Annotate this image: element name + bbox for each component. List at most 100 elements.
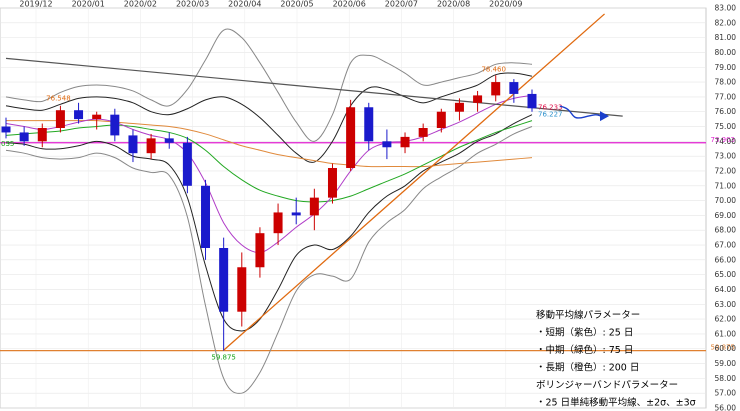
price-annotation: 76.233 xyxy=(538,103,563,111)
candles xyxy=(1,75,537,351)
candle xyxy=(418,123,428,142)
candle xyxy=(382,129,392,160)
candle xyxy=(55,105,65,133)
candle-body xyxy=(37,128,47,142)
plot-area xyxy=(0,7,707,409)
forecast-arrowhead xyxy=(600,111,609,122)
x-tick-label: 2020/02 xyxy=(124,0,157,9)
x-tick-label: 2020/03 xyxy=(176,0,209,9)
candle-body xyxy=(418,128,428,137)
band-upper-3sigma xyxy=(5,28,533,142)
price-annotation: 76.548 xyxy=(46,95,71,103)
price-annotation: 59.875 xyxy=(711,344,736,352)
candle xyxy=(92,111,102,130)
left-edge-label: 035 xyxy=(1,140,14,148)
price-annotation: 76.227 xyxy=(538,110,563,118)
y-tick-label: 58.00 xyxy=(715,374,737,383)
candle-body xyxy=(309,197,319,216)
x-tick-label: 2020/08 xyxy=(437,0,470,9)
x-tick-label: 2020/06 xyxy=(333,0,366,9)
candle-body xyxy=(201,185,211,248)
candle xyxy=(182,136,192,194)
candle-body xyxy=(182,142,192,186)
parameter-notes: 移動平均線パラメーター・短期（紫色）: 25 日・中期（緑色）: 75 日・長期… xyxy=(536,309,696,409)
y-tick-label: 80.00 xyxy=(715,48,737,57)
y-tick-label: 77.00 xyxy=(715,92,737,101)
candle xyxy=(364,102,374,151)
y-tick-label: 75.00 xyxy=(715,122,737,131)
candle xyxy=(309,188,319,231)
parameter-note-line: ・中期（緑色）: 75 日 xyxy=(536,344,633,356)
y-tick-label: 82.00 xyxy=(715,18,737,27)
candle xyxy=(327,163,337,204)
candle xyxy=(346,99,356,171)
candle-body xyxy=(400,136,410,148)
ma-long-line xyxy=(6,119,533,168)
candle xyxy=(128,129,138,163)
y-tick-label: 78.00 xyxy=(715,78,737,87)
candle xyxy=(19,126,29,146)
x-tick-label: 2020/01 xyxy=(72,0,105,9)
ma-short-line xyxy=(5,94,533,253)
y-tick-label: 81.00 xyxy=(715,33,737,42)
band-lower-2sigma xyxy=(5,114,533,332)
candle-body xyxy=(382,141,392,148)
candle-body xyxy=(454,102,464,112)
y-tick-label: 83.00 xyxy=(715,4,737,13)
candle xyxy=(454,98,464,121)
axes: 56.00 57.00 58.00 59.00 60.00 61.00 62.00 63.00… xyxy=(19,0,736,411)
parameter-note-line: ボリンジャーバンドパラメーター xyxy=(536,380,678,391)
candle xyxy=(436,108,446,133)
candle-body xyxy=(237,267,247,312)
price-annotation: 73.903 xyxy=(711,136,736,144)
candle-body xyxy=(273,212,283,234)
y-tick-label: 74.00 xyxy=(715,137,737,146)
candle xyxy=(400,132,410,154)
candle-body xyxy=(74,110,84,120)
x-tick-label: 2020/05 xyxy=(280,0,313,9)
y-tick-label: 70.00 xyxy=(715,196,737,205)
candle-body xyxy=(128,135,138,154)
y-tick-label: 61.00 xyxy=(715,329,737,338)
parameter-note-line: ・短期（紫色）: 25 日 xyxy=(536,327,633,339)
parameter-note-line: ・25 日単純移動平均線、±2σ、±3σ xyxy=(536,397,696,409)
candle xyxy=(473,90,483,112)
band-upper-2sigma xyxy=(5,72,533,163)
candle xyxy=(37,123,47,148)
candle xyxy=(273,203,283,246)
y-tick-label: 66.00 xyxy=(715,255,737,264)
candle-body xyxy=(146,138,156,154)
candle-body xyxy=(1,126,11,133)
x-tick-label: 2020/09 xyxy=(489,0,522,9)
candle-body xyxy=(327,168,337,198)
y-tick-label: 69.00 xyxy=(715,211,737,220)
x-tick-label: 2020/04 xyxy=(228,0,261,9)
parameter-note-line: 移動平均線パラメーター xyxy=(536,309,640,321)
candle-body xyxy=(219,248,229,312)
support-trendline xyxy=(223,13,605,351)
candle xyxy=(201,179,211,260)
y-tick-label: 64.00 xyxy=(715,285,737,294)
resistance-trendline xyxy=(5,57,623,117)
forecast-path xyxy=(559,105,603,119)
candle-body xyxy=(473,95,483,103)
y-tick-label: 63.00 xyxy=(715,300,737,309)
bollinger-bands xyxy=(5,28,533,394)
y-tick-label: 73.00 xyxy=(715,152,737,161)
candle xyxy=(164,132,174,149)
candle xyxy=(146,133,156,160)
candle-body xyxy=(346,107,356,168)
y-tick-label: 72.00 xyxy=(715,166,737,175)
x-tick-label: 2020/07 xyxy=(385,0,418,9)
x-tick-label: 2019/12 xyxy=(19,0,52,9)
y-tick-label: 79.00 xyxy=(715,63,737,72)
candle-body xyxy=(164,138,174,143)
candle xyxy=(291,197,301,225)
price-annotation: 78.460 xyxy=(481,65,506,73)
y-tick-label: 62.00 xyxy=(715,315,737,324)
y-tick-label: 67.00 xyxy=(715,241,737,250)
y-tick-label: 76.00 xyxy=(715,107,737,116)
candle-body xyxy=(509,82,519,94)
